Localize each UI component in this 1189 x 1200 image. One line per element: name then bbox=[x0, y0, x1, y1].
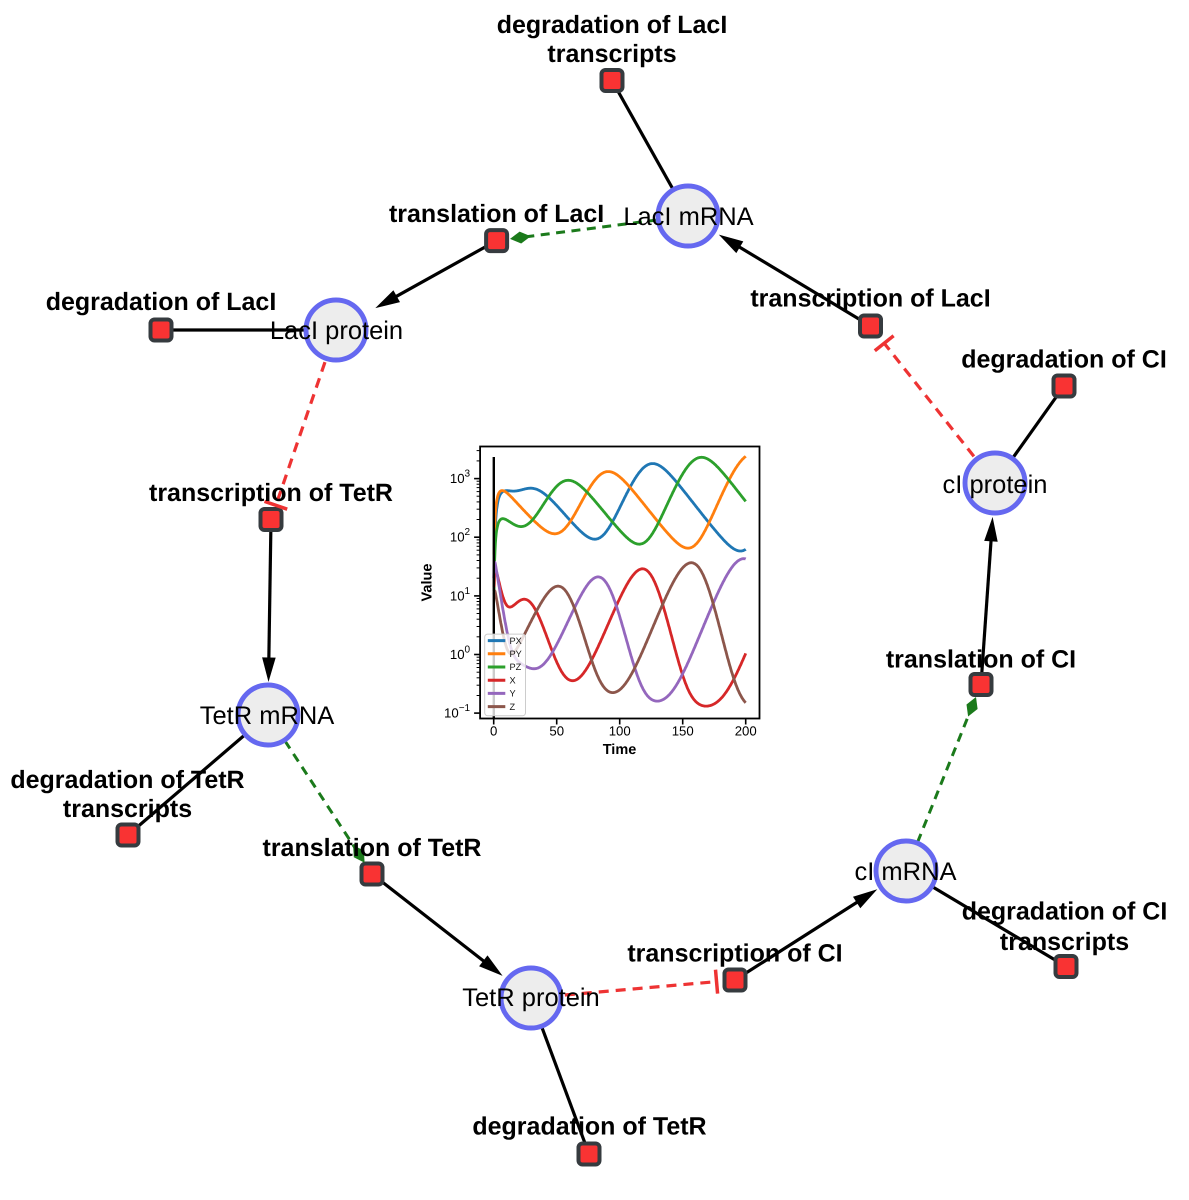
svg-text:transcription of LacI: transcription of LacI bbox=[750, 285, 990, 313]
svg-text:cI protein: cI protein bbox=[943, 471, 1048, 499]
svg-text:Time: Time bbox=[603, 742, 637, 758]
svg-text:transcripts: transcripts bbox=[63, 795, 192, 823]
svg-text:PY: PY bbox=[510, 649, 522, 659]
svg-text:PZ: PZ bbox=[510, 662, 522, 672]
svg-text:degradation of CI: degradation of CI bbox=[962, 898, 1168, 926]
svg-text:PX: PX bbox=[510, 636, 522, 646]
svg-text:100: 100 bbox=[609, 724, 631, 739]
svg-text:TetR protein: TetR protein bbox=[462, 984, 600, 1012]
svg-text:transcription of CI: transcription of CI bbox=[627, 940, 842, 968]
svg-text:LacI mRNA: LacI mRNA bbox=[623, 203, 753, 231]
svg-text:transcripts: transcripts bbox=[1000, 928, 1129, 956]
svg-text:translation of LacI: translation of LacI bbox=[389, 200, 604, 228]
svg-text:Y: Y bbox=[510, 689, 516, 699]
svg-text:X: X bbox=[510, 675, 516, 685]
svg-text:degradation of LacI: degradation of LacI bbox=[497, 11, 728, 39]
svg-text:Value: Value bbox=[420, 564, 436, 602]
svg-text:LacI protein: LacI protein bbox=[270, 317, 403, 345]
svg-text:TetR mRNA: TetR mRNA bbox=[200, 702, 335, 730]
svg-text:0: 0 bbox=[490, 724, 497, 739]
svg-text:degradation of TetR: degradation of TetR bbox=[10, 766, 244, 794]
svg-text:translation of CI: translation of CI bbox=[886, 646, 1076, 674]
svg-text:150: 150 bbox=[672, 724, 694, 739]
svg-text:Z: Z bbox=[510, 702, 516, 712]
svg-text:transcription of TetR: transcription of TetR bbox=[149, 479, 393, 507]
svg-text:degradation of LacI: degradation of LacI bbox=[46, 288, 277, 316]
svg-text:50: 50 bbox=[549, 724, 564, 739]
svg-text:transcripts: transcripts bbox=[547, 40, 676, 68]
svg-text:degradation of TetR: degradation of TetR bbox=[472, 1113, 706, 1141]
svg-text:cI mRNA: cI mRNA bbox=[855, 858, 957, 886]
svg-text:degradation of CI: degradation of CI bbox=[961, 346, 1167, 374]
svg-text:translation of TetR: translation of TetR bbox=[263, 834, 482, 862]
svg-text:200: 200 bbox=[735, 724, 757, 739]
